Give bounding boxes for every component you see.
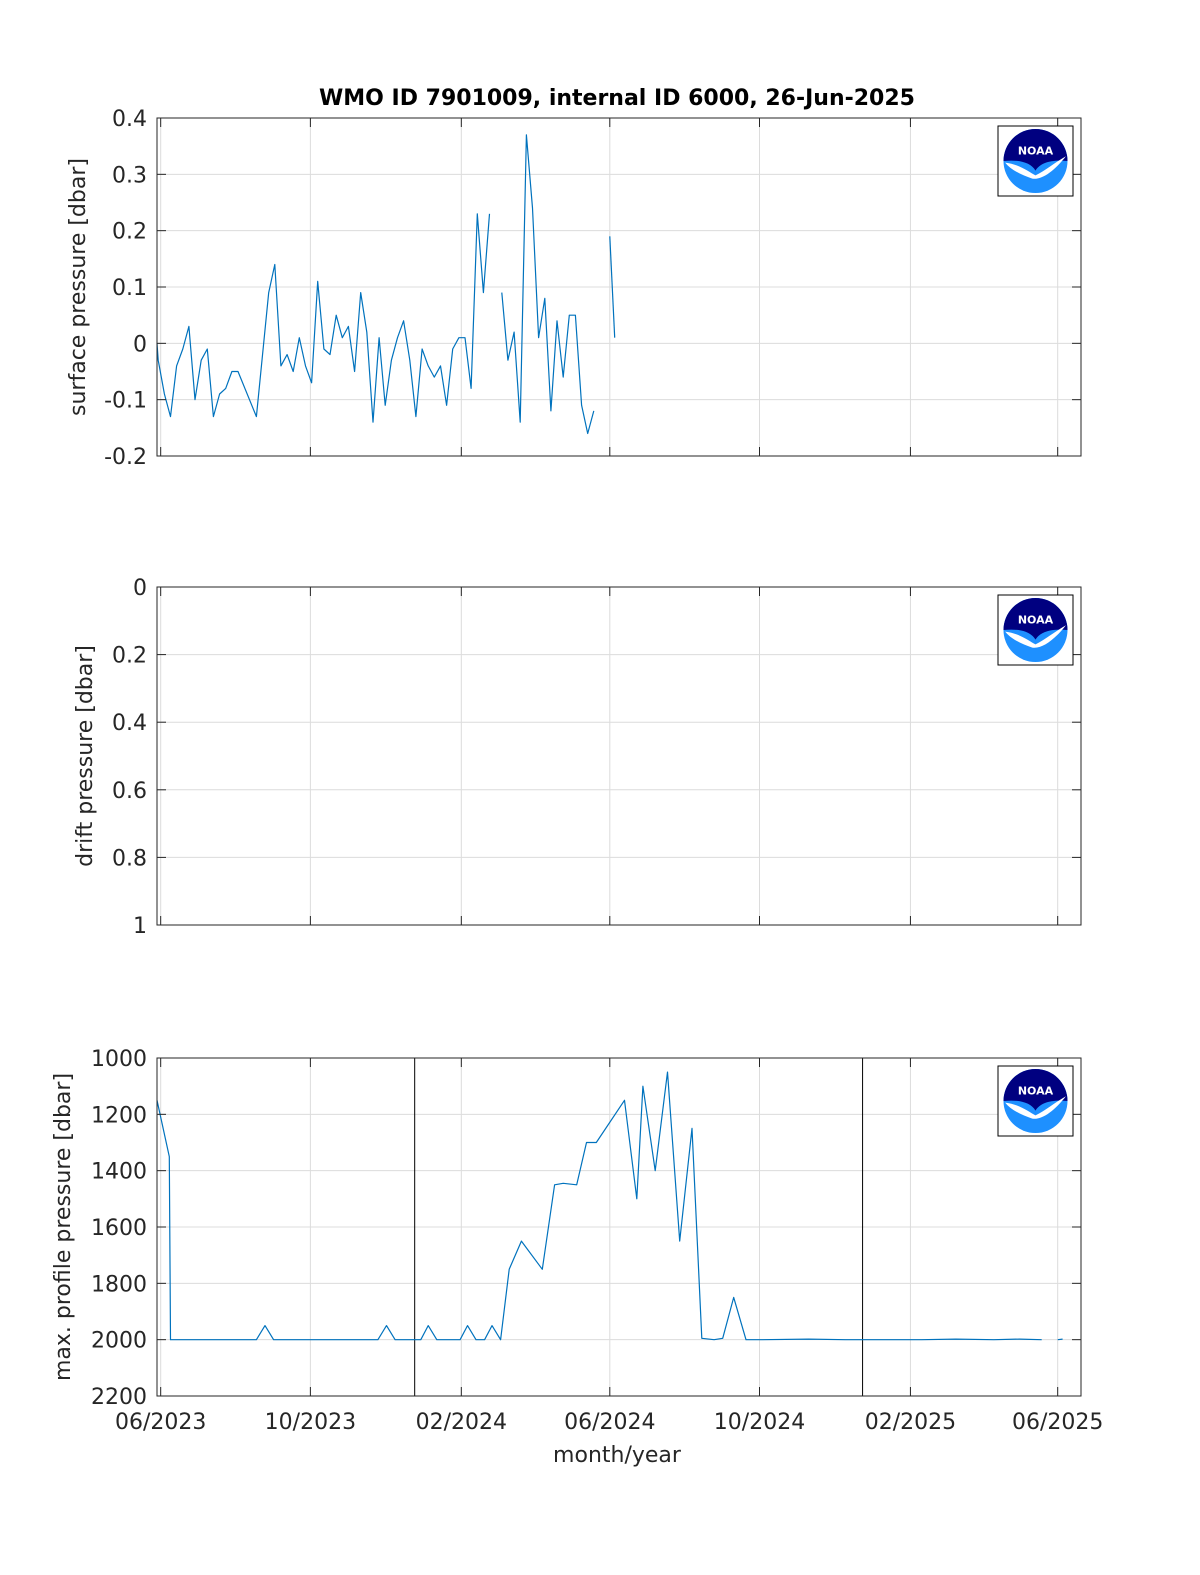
y-tick-label: 1200 <box>91 1103 147 1128</box>
y-tick-label: 0.3 <box>112 163 147 188</box>
series-line-1 <box>156 213 491 423</box>
noaa-logo-gull-icon <box>1005 625 1066 648</box>
series-line-2 <box>501 134 595 435</box>
x-tick-label: 06/2024 <box>564 1410 655 1435</box>
noaa-logo-upper-field <box>1003 1069 1068 1111</box>
x-tick-label: 02/2025 <box>865 1410 956 1435</box>
y-axis-label: drift pressure [dbar] <box>73 645 98 867</box>
y-tick-label: 0.4 <box>112 711 147 736</box>
y-tick-label: 0.6 <box>112 779 147 804</box>
y-tick-label: 0 <box>133 576 147 601</box>
series-line-3 <box>609 236 616 338</box>
x-tick-label: 06/2025 <box>1012 1410 1103 1435</box>
panels: -0.2 -0.1 0 0.1 0.2 0.3 0.4 surface pressure [d… <box>51 107 1103 1468</box>
y-tick-label: 2000 <box>91 1329 147 1354</box>
noaa-logo-text: NOAA <box>1018 1085 1054 1098</box>
y-tick-label: -0.1 <box>104 389 147 414</box>
x-tick-label: 10/2023 <box>265 1410 356 1435</box>
noaa-logo-text: NOAA <box>1018 145 1054 158</box>
noaa-logo-gull-icon <box>1005 156 1066 179</box>
y-axis-label: surface pressure [dbar] <box>66 158 91 416</box>
y-tick-label: 1400 <box>91 1160 147 1185</box>
noaa-logo: NOAA <box>997 125 1074 197</box>
y-tick-label: 1 <box>133 914 147 939</box>
y-tick-label: 0.1 <box>112 276 147 301</box>
y-tick-label: 2200 <box>91 1385 147 1410</box>
y-axis-label: max. profile pressure [dbar] <box>51 1073 76 1381</box>
y-tick-label: -0.2 <box>104 445 147 470</box>
x-axis-label: month/year <box>553 1443 682 1468</box>
plot-area <box>157 587 1081 925</box>
y-tick-label: 1600 <box>91 1216 147 1241</box>
y-tick-label: 0.8 <box>112 846 147 871</box>
chart-panel-2: 0 0.2 0.4 0.6 0.8 1 drift pressure [dbar] NOAA <box>73 576 1082 939</box>
series-line-1 <box>156 1071 1042 1341</box>
noaa-logo-upper-field <box>1003 129 1068 171</box>
x-tick-label: 06/2023 <box>115 1410 206 1435</box>
noaa-logo-text: NOAA <box>1018 614 1054 627</box>
y-tick-label: 0.4 <box>112 107 147 132</box>
y-tick-label: 1000 <box>91 1047 147 1072</box>
series-line-2 <box>1057 1338 1063 1341</box>
y-tick-label: 1800 <box>91 1272 147 1297</box>
noaa-logo: NOAA <box>997 594 1074 666</box>
axes-box <box>156 586 1082 926</box>
noaa-logo: NOAA <box>997 1065 1074 1137</box>
y-tick-label: 0.2 <box>112 220 147 245</box>
noaa-logo-upper-field <box>1003 598 1068 640</box>
x-tick-label: 10/2024 <box>714 1410 805 1435</box>
figure-title: WMO ID 7901009, internal ID 6000, 26-Jun… <box>319 86 915 111</box>
x-tick-label: 02/2024 <box>416 1410 507 1435</box>
chart-panel-1: -0.2 -0.1 0 0.1 0.2 0.3 0.4 surface pressure [d… <box>66 107 1082 470</box>
y-tick-label: 0.2 <box>112 644 147 669</box>
noaa-logo-gull-icon <box>1005 1096 1066 1119</box>
y-tick-label: 0 <box>133 332 147 357</box>
